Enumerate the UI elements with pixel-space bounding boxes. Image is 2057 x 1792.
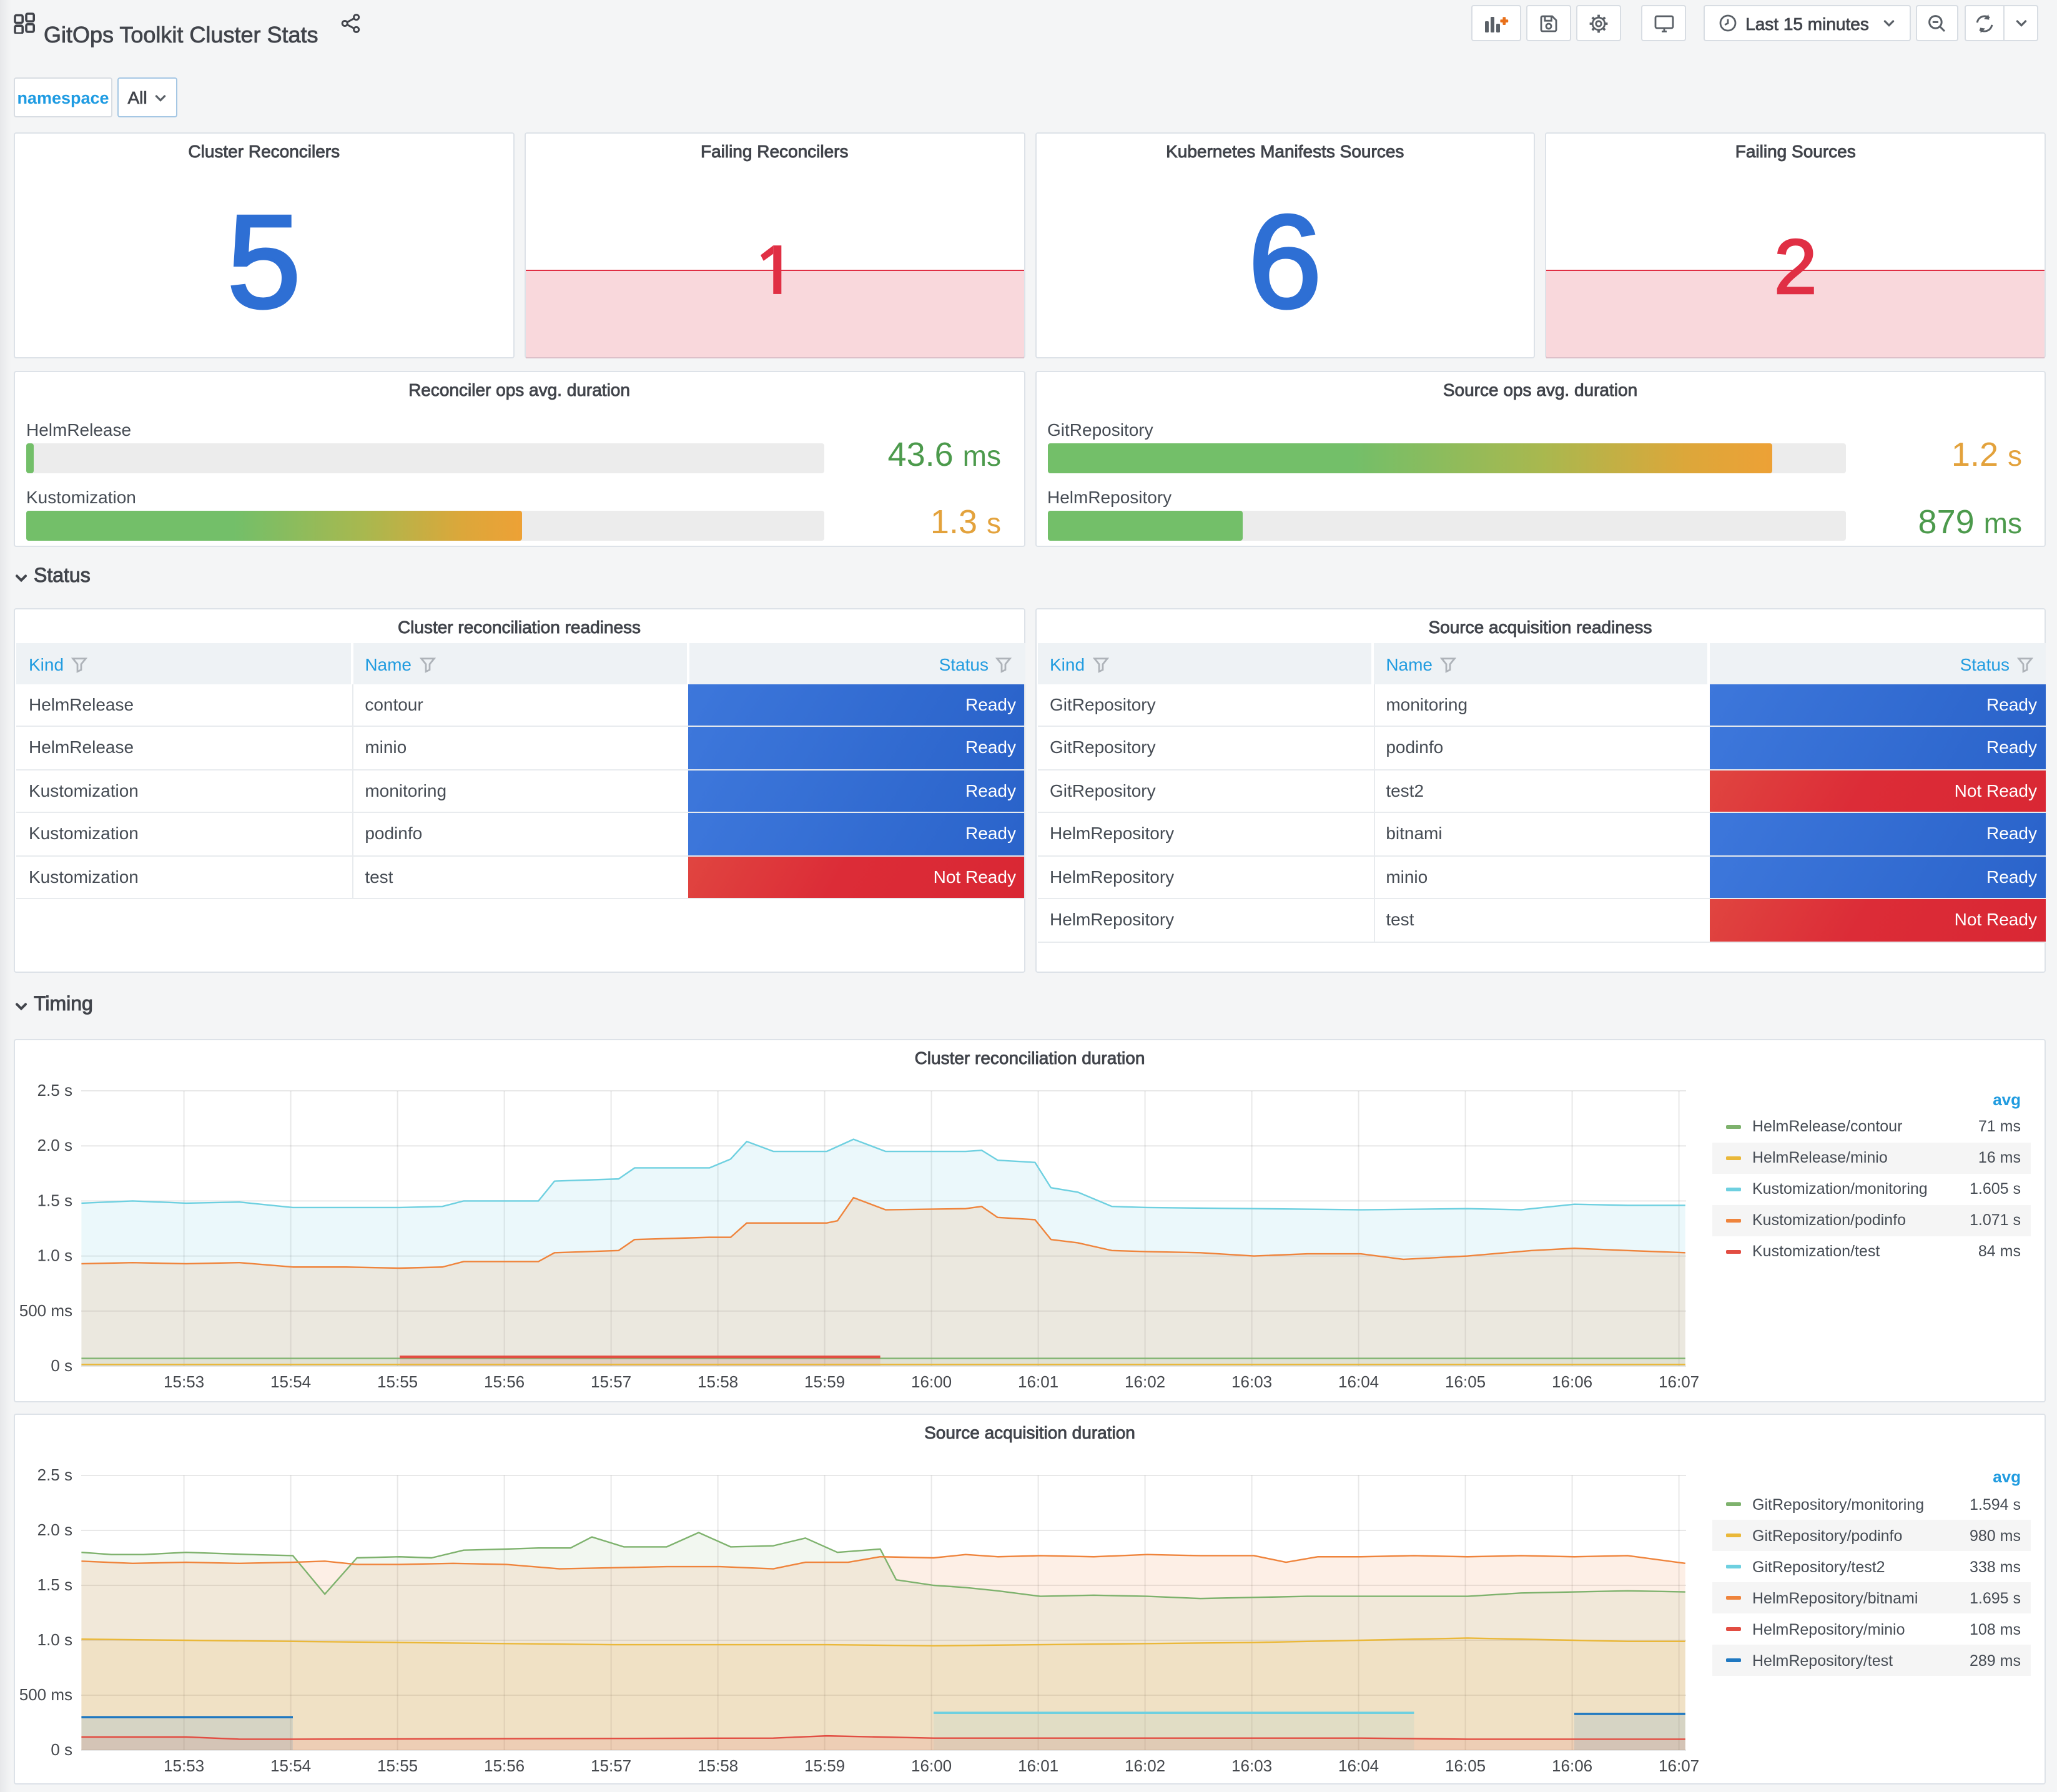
svg-text:15:54: 15:54 (270, 1372, 311, 1391)
svg-text:16:00: 16:00 (911, 1756, 952, 1775)
svg-text:0 s: 0 s (51, 1740, 72, 1758)
svg-text:16:01: 16:01 (1018, 1756, 1058, 1775)
svg-text:2.5 s: 2.5 s (37, 1081, 72, 1100)
svg-text:16:06: 16:06 (1552, 1756, 1592, 1775)
svg-text:15:56: 15:56 (484, 1756, 525, 1775)
svg-text:16:07: 16:07 (1659, 1372, 1699, 1391)
svg-text:16:05: 16:05 (1445, 1756, 1486, 1775)
svg-text:16:04: 16:04 (1338, 1756, 1379, 1775)
svg-text:2.0 s: 2.0 s (37, 1136, 72, 1154)
svg-text:15:57: 15:57 (591, 1756, 631, 1775)
svg-text:16:02: 16:02 (1125, 1372, 1165, 1391)
svg-text:15:56: 15:56 (484, 1372, 525, 1391)
svg-text:16:03: 16:03 (1231, 1372, 1272, 1391)
svg-text:1.0 s: 1.0 s (37, 1630, 72, 1648)
svg-text:16:05: 16:05 (1445, 1372, 1486, 1391)
svg-text:16:07: 16:07 (1659, 1756, 1699, 1775)
svg-text:15:55: 15:55 (377, 1372, 418, 1391)
svg-text:15:58: 15:58 (698, 1756, 738, 1775)
svg-text:15:58: 15:58 (698, 1372, 738, 1391)
svg-text:2.5 s: 2.5 s (37, 1465, 72, 1484)
svg-text:2.0 s: 2.0 s (37, 1520, 72, 1538)
svg-text:16:04: 16:04 (1338, 1372, 1379, 1391)
svg-text:16:03: 16:03 (1231, 1756, 1272, 1775)
svg-text:16:01: 16:01 (1018, 1372, 1058, 1391)
svg-text:1.0 s: 1.0 s (37, 1246, 72, 1265)
svg-text:16:00: 16:00 (911, 1372, 952, 1391)
svg-text:16:06: 16:06 (1552, 1372, 1592, 1391)
svg-text:15:55: 15:55 (377, 1756, 418, 1775)
svg-text:15:59: 15:59 (804, 1372, 845, 1391)
svg-text:15:54: 15:54 (270, 1756, 311, 1775)
svg-text:500 ms: 500 ms (19, 1301, 72, 1320)
svg-text:15:57: 15:57 (591, 1372, 631, 1391)
svg-text:1.5 s: 1.5 s (37, 1575, 72, 1593)
svg-text:16:02: 16:02 (1125, 1756, 1165, 1775)
svg-text:1.5 s: 1.5 s (37, 1191, 72, 1209)
svg-text:15:53: 15:53 (164, 1756, 204, 1775)
svg-text:0 s: 0 s (51, 1356, 72, 1375)
svg-text:500 ms: 500 ms (19, 1685, 72, 1703)
svg-text:15:59: 15:59 (804, 1756, 845, 1775)
svg-text:15:53: 15:53 (164, 1372, 204, 1391)
